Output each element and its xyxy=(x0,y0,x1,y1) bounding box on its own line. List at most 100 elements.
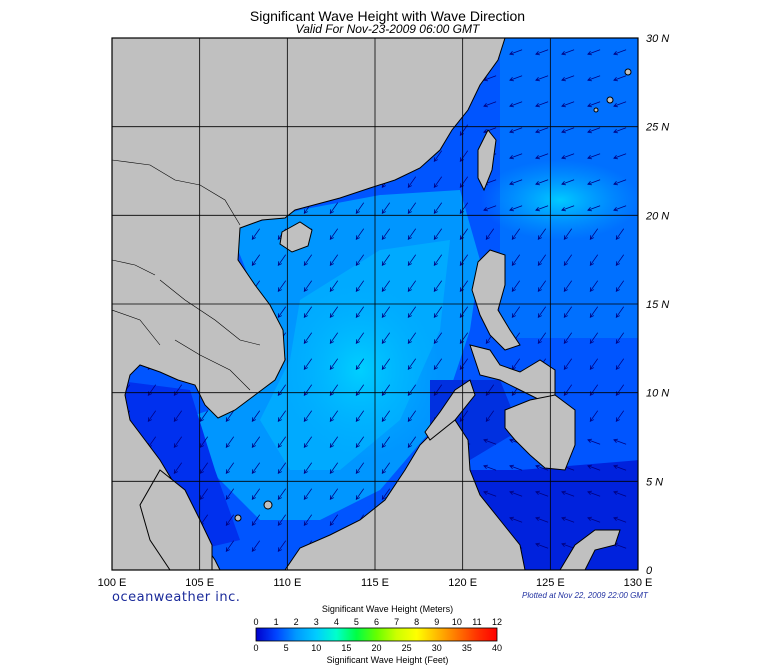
land-sulawesi xyxy=(559,529,621,570)
wave-arrow xyxy=(613,75,627,82)
wave-arrow xyxy=(303,488,313,501)
wave-arrow xyxy=(225,514,235,527)
colorbar-meters-tick: 11 xyxy=(472,617,481,627)
wave-arrow xyxy=(225,410,235,423)
wave-arrow xyxy=(225,462,235,475)
lon-label: 115 E xyxy=(361,577,389,589)
wave-arrow xyxy=(329,358,339,371)
wave-arrow xyxy=(509,75,523,82)
wave-arrow xyxy=(483,205,497,212)
wave-arrow xyxy=(173,410,183,423)
wave-arrow xyxy=(563,254,573,267)
wave-arrow xyxy=(433,358,443,371)
lon-label: 120 E xyxy=(448,577,477,589)
wave-arrow xyxy=(277,436,287,449)
wave-arrow xyxy=(407,202,417,215)
wave-arrow xyxy=(329,280,339,293)
lat-label: 25 N xyxy=(645,122,669,134)
colorbar-meters-ticks: 0 1 2 3 4 5 6 7 8 9 10 11 12 xyxy=(253,617,502,627)
pacific-high xyxy=(480,160,638,240)
wave-arrow xyxy=(587,205,601,212)
wave-arrow xyxy=(561,75,575,82)
wave-arrow xyxy=(535,490,549,497)
wave-arrow xyxy=(277,540,287,553)
colorbar-feet-tick: 10 xyxy=(311,643,321,653)
lon-label: 100 E xyxy=(98,577,127,589)
wave-arrow xyxy=(433,150,443,163)
lat-label: 15 N xyxy=(646,299,669,311)
colorbar-meters-tick: 12 xyxy=(492,617,502,627)
wave-arrow xyxy=(535,542,549,549)
wave-arrow xyxy=(563,228,573,241)
wave-arrow xyxy=(225,540,235,553)
wave-arrow xyxy=(303,306,313,319)
wave-arrow xyxy=(535,205,549,212)
colorbar-feet-ticks: 0 5 10 15 20 25 30 35 40 xyxy=(253,643,502,653)
wave-arrow xyxy=(147,410,157,423)
wave-arrow xyxy=(277,410,287,423)
wave-arrow xyxy=(587,153,601,160)
wave-arrow xyxy=(535,75,549,82)
wave-arrow xyxy=(615,254,625,267)
wave-arrow xyxy=(589,280,599,293)
wave-arrow xyxy=(407,436,417,449)
wave-arrow xyxy=(589,254,599,267)
map-area xyxy=(112,38,638,570)
land-malay-peninsula xyxy=(139,469,213,570)
wave-arrow xyxy=(589,410,599,423)
wave-arrow xyxy=(355,436,365,449)
colorbar-feet-tick: 0 xyxy=(253,643,258,653)
map-frame xyxy=(111,37,639,571)
wave-arrow xyxy=(355,462,365,475)
land-island-anambas xyxy=(234,514,242,522)
wave-arrow xyxy=(561,490,575,497)
wave-arrow xyxy=(615,228,625,241)
wave-arrow xyxy=(587,464,601,471)
map-title: Significant Wave Height with Wave Direct… xyxy=(249,8,526,24)
wave-arrow xyxy=(561,516,575,523)
wave-arrow xyxy=(251,488,261,501)
wave-arrow xyxy=(587,127,601,134)
wave-arrow xyxy=(433,202,443,215)
lat-axis-labels: 30 N 25 N 20 N 15 N 10 N 5 N 0 xyxy=(645,33,669,577)
lat-label: 30 N xyxy=(646,33,669,45)
land-island-ryukyu-1 xyxy=(606,96,614,104)
wave-arrow xyxy=(615,280,625,293)
colorbar-meters-title: Significant Wave Height (Meters) xyxy=(321,604,454,614)
wave-arrow xyxy=(251,540,261,553)
wave-arrow xyxy=(381,462,391,475)
wave-arrow xyxy=(483,101,497,108)
wave-arrow xyxy=(355,410,365,423)
wave-arrow xyxy=(433,254,443,267)
wave-arrow xyxy=(587,75,601,82)
colorbar-gradient-bar xyxy=(255,627,498,642)
wave-arrow xyxy=(613,49,627,56)
wave-arrow xyxy=(587,49,601,56)
colorbar-meters-tick: 6 xyxy=(374,617,379,627)
wave-arrow xyxy=(329,306,339,319)
land-island-ryukyu-2 xyxy=(624,68,632,76)
lon-label: 125 E xyxy=(536,577,565,589)
wave-arrow xyxy=(355,202,365,215)
wave-arrow xyxy=(381,254,391,267)
wave-arrow xyxy=(561,101,575,108)
wave-arrow xyxy=(433,176,443,189)
wave-arrow xyxy=(509,153,523,160)
wave-arrow xyxy=(563,358,573,371)
colorbar-feet-tick: 30 xyxy=(432,643,442,653)
wave-arrow xyxy=(511,228,521,241)
wave-arrow xyxy=(563,306,573,319)
wave-arrow xyxy=(509,127,523,134)
wave-arrow xyxy=(303,514,313,527)
wave-arrow xyxy=(251,228,261,241)
lon-label: 110 E xyxy=(273,577,301,589)
wave-arrow xyxy=(509,205,523,212)
wave-arrow xyxy=(199,410,209,423)
lat-label: 10 N xyxy=(646,388,669,400)
wave-arrow xyxy=(615,410,625,423)
lat-label: 5 N xyxy=(646,476,663,488)
wave-arrow xyxy=(251,462,261,475)
wave-arrow xyxy=(537,254,547,267)
colorbar-meters-tick: 8 xyxy=(414,617,419,627)
